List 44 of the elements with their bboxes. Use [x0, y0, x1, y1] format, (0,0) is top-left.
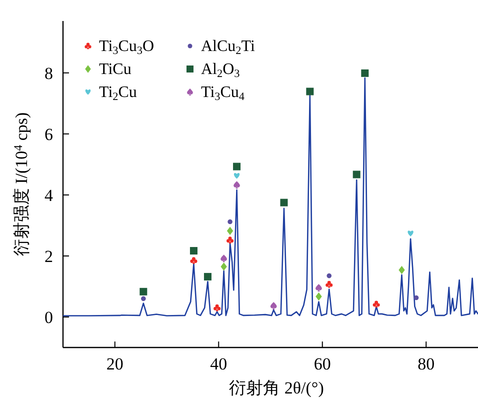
point — [316, 292, 322, 301]
point — [190, 257, 198, 264]
point — [326, 273, 332, 278]
point — [228, 219, 232, 224]
point — [270, 302, 277, 310]
legend-label: Ti$_{3}$Cu$_{4}$ — [201, 84, 245, 103]
point — [408, 230, 414, 236]
y-tick-label: 4 — [44, 186, 54, 205]
point — [220, 262, 227, 271]
point — [233, 162, 241, 170]
x-tick-label: 60 — [314, 354, 331, 374]
point — [140, 288, 148, 296]
point — [234, 172, 240, 179]
legend-label: Ti$_{2}$Cu — [99, 84, 137, 103]
point — [352, 170, 360, 178]
point — [226, 236, 234, 244]
point — [306, 88, 314, 96]
point — [414, 295, 419, 300]
point — [316, 284, 322, 292]
point — [398, 266, 405, 274]
point — [141, 296, 146, 302]
y-tick-label: 2 — [44, 246, 53, 266]
point — [234, 181, 240, 189]
legend-label: TiCu — [99, 61, 132, 78]
x-tick-label: 40 — [210, 354, 228, 374]
point — [220, 254, 227, 262]
point — [204, 272, 212, 280]
point — [214, 304, 221, 312]
x-axis-title: 衍射角 2θ/(°) — [229, 378, 324, 398]
point — [361, 69, 369, 77]
point — [190, 247, 198, 255]
legend-label: Ti$_{3}$Cu$_{3}$O — [99, 38, 154, 57]
y-tick-label: 6 — [44, 124, 53, 144]
legend-label: Al$_{2}$O$_{3}$ — [201, 61, 240, 80]
point — [280, 198, 288, 206]
point — [326, 280, 333, 288]
x-tick-label: 80 — [418, 354, 435, 374]
point — [226, 226, 234, 236]
legend-label: AlCu$_{2}$Ti — [201, 38, 256, 57]
line-series — [63, 77, 478, 316]
point — [372, 300, 380, 308]
y-tick-label: 8 — [44, 64, 53, 83]
x-tick-label: 20 — [106, 354, 124, 374]
y-tick-label: 0 — [44, 308, 53, 327]
